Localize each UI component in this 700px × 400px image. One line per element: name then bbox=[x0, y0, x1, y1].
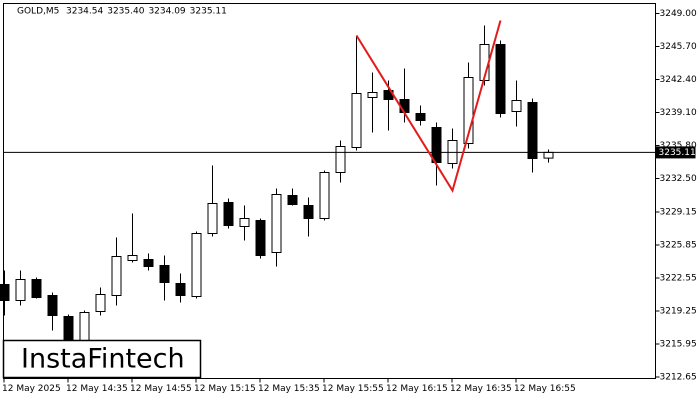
y-tick-label: 3235.80 bbox=[660, 141, 697, 151]
x-tick-label: 12 May 15:55 bbox=[322, 384, 384, 394]
x-tick-label: 12 May 14:55 bbox=[130, 384, 192, 394]
y-tick-label: 3225.85 bbox=[660, 241, 697, 251]
bear-body bbox=[159, 265, 170, 283]
quote-value: 3235.11 bbox=[190, 7, 227, 17]
x-tick-label: 12 May 15:35 bbox=[258, 384, 320, 394]
candles bbox=[0, 25, 554, 351]
quote-value: 3234.54 bbox=[66, 7, 103, 17]
bear-body bbox=[223, 202, 234, 226]
y-tick-label: 3222.55 bbox=[660, 274, 697, 284]
bull-body bbox=[191, 233, 202, 297]
bull-body bbox=[79, 312, 90, 341]
bear-body bbox=[431, 127, 442, 163]
quote-value: 3235.40 bbox=[107, 7, 144, 17]
y-tick-label: 3219.25 bbox=[660, 307, 697, 317]
x-tick-label: 12 May 16:35 bbox=[450, 384, 512, 394]
overlay: 3235.11 bbox=[3, 20, 696, 193]
logo: InstaFintech bbox=[21, 344, 185, 375]
price-label: 3235.11 bbox=[659, 148, 696, 158]
bear-body bbox=[0, 284, 10, 301]
bull-body bbox=[319, 172, 330, 219]
bull-body bbox=[463, 77, 474, 144]
bull-body bbox=[111, 256, 122, 296]
y-tick-label: 3239.10 bbox=[660, 108, 697, 118]
bear-body bbox=[527, 102, 538, 159]
bull-body bbox=[271, 194, 282, 253]
bear-body bbox=[287, 195, 298, 205]
bull-body bbox=[367, 92, 378, 98]
bull-body bbox=[543, 151, 554, 159]
bear-body bbox=[399, 99, 410, 113]
bull-body bbox=[15, 279, 26, 301]
y-tick-label: 3215.95 bbox=[660, 340, 697, 350]
y-tick-label: 3249.00 bbox=[660, 9, 697, 19]
y-tick-label: 3212.65 bbox=[660, 373, 697, 383]
quote-value: 3234.09 bbox=[148, 7, 185, 17]
bull-body bbox=[351, 93, 362, 148]
x-tick-label: 12 May 2025 bbox=[2, 384, 61, 394]
x-tick-label: 12 May 16:15 bbox=[386, 384, 448, 394]
y-tick-label: 3242.40 bbox=[660, 75, 697, 85]
bear-body bbox=[255, 220, 266, 256]
pattern-line bbox=[355, 20, 502, 193]
quote: 3234.54 3235.40 3234.09 3235.11 bbox=[66, 7, 227, 17]
price-label-box bbox=[655, 146, 696, 159]
x-tick-label: 12 May 14:35 bbox=[66, 384, 128, 394]
x-tick-label: 12 May 15:15 bbox=[194, 384, 256, 394]
y-tick-label: 3245.70 bbox=[660, 42, 697, 52]
symbol: GOLD,M5 bbox=[17, 7, 59, 17]
bear-body bbox=[415, 113, 426, 121]
bull-body bbox=[95, 294, 106, 312]
logo-box bbox=[2, 339, 202, 379]
bull-body bbox=[511, 100, 522, 112]
bear-body bbox=[303, 205, 314, 219]
bull-body bbox=[239, 218, 250, 227]
bull-body bbox=[335, 146, 346, 173]
x-tick-label: 12 May 16:55 bbox=[514, 384, 576, 394]
axis: 3249.00 3245.70 3242.40 3239.10 3235.80 3232.… bbox=[2, 9, 697, 394]
bull-body bbox=[207, 203, 218, 234]
y-tick-label: 3232.50 bbox=[660, 174, 697, 184]
bear-body bbox=[143, 259, 154, 267]
y-tick-label: 3229.15 bbox=[660, 208, 697, 218]
bear-body bbox=[495, 44, 506, 114]
bear-body bbox=[31, 279, 42, 298]
bear-body bbox=[47, 295, 58, 316]
bear-body bbox=[175, 283, 186, 296]
bull-body bbox=[127, 255, 138, 261]
